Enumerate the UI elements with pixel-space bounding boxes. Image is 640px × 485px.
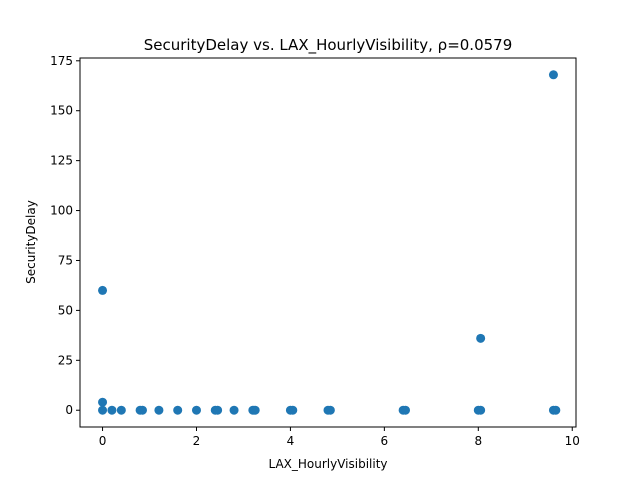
data-point-2	[98, 285, 108, 295]
data-point-23	[476, 333, 486, 343]
x-tick-label-2: 4	[287, 434, 295, 448]
data-point-6	[137, 405, 147, 415]
data-point-18	[325, 405, 335, 415]
data-point-14	[250, 405, 260, 415]
y-tick-label-2: 50	[58, 303, 73, 317]
data-point-7	[154, 405, 164, 415]
x-tick-label-3: 6	[381, 434, 389, 448]
y-tick-label-7: 175	[50, 54, 73, 68]
x-tick-label-1: 2	[193, 434, 201, 448]
data-point-3	[107, 405, 117, 415]
chart-title: SecurityDelay vs. LAX_HourlyVisibility, …	[144, 36, 513, 55]
data-point-16	[288, 405, 298, 415]
y-tick-label-3: 75	[58, 253, 73, 267]
data-point-12	[229, 405, 239, 415]
data-point-4	[116, 405, 126, 415]
data-point-1	[98, 397, 108, 407]
y-tick-label-4: 100	[50, 204, 73, 218]
y-axis-label: SecurityDelay	[24, 200, 38, 284]
data-point-8	[173, 405, 183, 415]
x-tick-label-0: 0	[99, 434, 107, 448]
data-point-0	[98, 405, 108, 415]
y-tick-label-5: 125	[50, 154, 73, 168]
data-point-9	[191, 405, 201, 415]
x-tick-label-5: 10	[565, 434, 580, 448]
x-axis-label: LAX_HourlyVisibility	[268, 457, 387, 471]
data-point-26	[548, 70, 558, 80]
data-point-25	[551, 405, 561, 415]
y-tick-label-1: 25	[58, 353, 73, 367]
y-tick-label-0: 0	[65, 403, 73, 417]
data-point-11	[213, 405, 223, 415]
data-point-20	[401, 405, 410, 415]
plot-area	[98, 70, 561, 415]
y-tick-label-6: 150	[50, 104, 73, 118]
plot-frame	[79, 57, 577, 428]
x-tick-label-4: 8	[474, 434, 482, 448]
data-point-22	[476, 405, 486, 415]
